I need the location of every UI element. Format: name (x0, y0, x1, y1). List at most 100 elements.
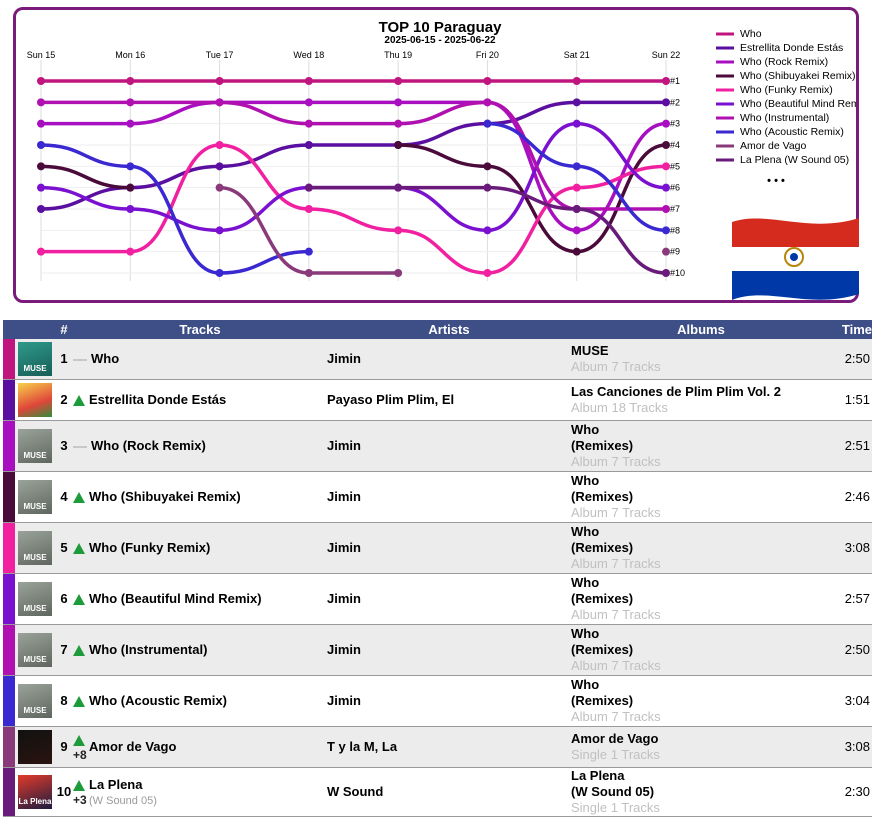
data-point (126, 247, 135, 256)
x-tick-label: Sun 15 (27, 50, 56, 60)
artist-name[interactable]: W Sound (327, 767, 571, 817)
album-cover[interactable] (18, 729, 52, 764)
album-title[interactable]: Who (571, 472, 600, 488)
album-title-line2: (Remixes) (571, 641, 634, 657)
series-line (217, 100, 311, 126)
album-cover[interactable]: La Plena (18, 774, 52, 809)
rank-number: 3 (55, 420, 73, 472)
album-title[interactable]: Who (571, 625, 600, 641)
album-cover[interactable]: MUSE (18, 479, 52, 514)
legend-label: Who (Funky Remix) (740, 84, 833, 96)
track-title[interactable]: Who (Shibuyakei Remix) (89, 489, 241, 504)
data-point (662, 98, 670, 107)
data-point (662, 205, 670, 213)
album-title[interactable]: Amor de Vago (571, 730, 659, 746)
data-point (304, 205, 313, 213)
data-point (483, 226, 492, 235)
series-line (574, 121, 668, 190)
data-point (394, 269, 403, 277)
artist-name[interactable]: Jimin (327, 522, 571, 574)
row-color-band (3, 522, 15, 574)
track-title[interactable]: Who (91, 351, 120, 367)
track-title[interactable]: Who (Rock Remix) (91, 438, 206, 453)
trend-up-icon (73, 492, 85, 504)
album-title[interactable]: Who (571, 523, 600, 539)
data-point (483, 119, 492, 128)
series-line (396, 100, 490, 126)
table-row[interactable]: 9 +8Amor de Vago T y la M, La Amor de Vago S… (3, 726, 872, 768)
table-row[interactable]: 2 Estrellita Donde Estás Payaso Plim Plim,… (3, 379, 872, 421)
album-title[interactable]: Who (571, 676, 600, 692)
data-point (394, 141, 403, 149)
table-row[interactable]: MUSE 3 Who (Rock Remix) Jimin Who (Remixes) Al… (3, 420, 872, 472)
track-title[interactable]: Who (Beautiful Mind Remix) (89, 591, 262, 606)
data-point (126, 162, 135, 171)
data-point (126, 98, 135, 107)
artist-name[interactable]: Jimin (327, 420, 571, 472)
album-title[interactable]: MUSE (571, 342, 609, 358)
album-title-line2: (Remixes) (571, 590, 634, 606)
album-cover[interactable]: MUSE (18, 632, 52, 667)
album-title[interactable]: Who (571, 421, 600, 437)
table-row[interactable]: MUSE 6 Who (Beautiful Mind Remix) Jimin Who(… (3, 573, 872, 625)
artist-name[interactable]: Jimin (327, 573, 571, 625)
album-cover[interactable]: MUSE (18, 683, 52, 718)
table-row[interactable]: MUSE 1 Who Jimin MUSE Album 7 Tracks 2:50 (3, 339, 872, 380)
track-duration: 2:46 (831, 471, 872, 523)
legend-label: La Plena (W Sound 05) (740, 154, 849, 166)
header-time[interactable]: Time (831, 320, 872, 339)
album-cover[interactable]: MUSE (18, 428, 52, 463)
series-line (485, 185, 579, 275)
artist-name[interactable]: Jimin (327, 624, 571, 676)
legend-label: Who (Instrumental) (740, 112, 829, 124)
track-title[interactable]: Who (Instrumental) (89, 642, 208, 657)
album-cover[interactable]: MUSE (18, 581, 52, 616)
album-title-line2: (Remixes) (571, 539, 634, 555)
data-point (572, 226, 581, 235)
artist-name[interactable]: Jimin (327, 675, 571, 727)
data-point (37, 98, 45, 107)
album-cover[interactable]: MUSE (18, 341, 52, 376)
track-title[interactable]: Estrellita Donde Estás (89, 392, 227, 407)
track-title[interactable]: La Plena (89, 776, 143, 792)
table-row[interactable]: MUSE 5 Who (Funky Remix) Jimin Who (Remixes) A… (3, 522, 872, 574)
album-cover[interactable] (18, 382, 52, 417)
album-info: Single 1 Tracks (571, 746, 660, 762)
table-row[interactable]: La Plena 10 +3La Plena (W Sound 05) W Sound L… (3, 767, 872, 817)
artist-name[interactable]: Jimin (327, 471, 571, 523)
album-title[interactable]: Who (571, 574, 600, 590)
track-title[interactable]: Who (Funky Remix) (89, 540, 211, 555)
header-tracks[interactable]: Tracks (73, 320, 327, 339)
album-cover-text: MUSE (23, 552, 47, 562)
track-subtitle: (W Sound 05) (89, 794, 157, 807)
album-cover[interactable]: MUSE (18, 530, 52, 565)
artist-name[interactable]: Jimin (327, 339, 571, 380)
album-title[interactable]: La Plena (571, 767, 625, 783)
track-title[interactable]: Amor de Vago (89, 739, 177, 754)
series-line (574, 164, 668, 233)
album-title[interactable]: Las Canciones de Plim Plim Vol. 2 (571, 383, 781, 399)
rank-tick-label: #8 (670, 225, 680, 235)
artist-name[interactable]: Payaso Plim Plim, El (327, 379, 571, 421)
data-point (37, 205, 45, 213)
rank-number: 6 (55, 573, 73, 625)
rank-number: 8 (55, 675, 73, 727)
rank-tick-label: #4 (670, 140, 680, 150)
trend-up-icon (73, 779, 85, 791)
series-line (217, 143, 311, 211)
table-row[interactable]: MUSE 4 Who (Shibuyakei Remix) Jimin Who (Remi… (3, 471, 872, 523)
header-artists[interactable]: Artists (327, 320, 571, 339)
header-albums[interactable]: Albums (571, 320, 831, 339)
data-point (662, 141, 670, 149)
rank-number: 4 (55, 471, 73, 523)
artist-name[interactable]: T y la M, La (327, 726, 571, 768)
series-line (485, 164, 579, 254)
track-title[interactable]: Who (Acoustic Remix) (89, 693, 227, 708)
header-rank[interactable]: # (55, 320, 73, 339)
table-row[interactable]: MUSE 8 Who (Acoustic Remix) Jimin Who (Remixe… (3, 675, 872, 727)
series-line (39, 164, 133, 190)
data-point (572, 98, 581, 107)
row-color-band (3, 379, 15, 421)
rank-tick-label: #9 (670, 247, 680, 257)
table-row[interactable]: MUSE 7 Who (Instrumental) Jimin Who (Remixes)… (3, 624, 872, 676)
